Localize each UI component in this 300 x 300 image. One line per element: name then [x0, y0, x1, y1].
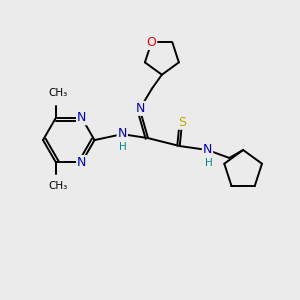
Text: N: N	[135, 102, 145, 115]
Text: S: S	[178, 116, 186, 129]
Text: CH₃: CH₃	[48, 181, 68, 191]
Text: O: O	[146, 36, 156, 49]
Text: H: H	[119, 142, 127, 152]
Text: N: N	[203, 142, 212, 155]
Text: N: N	[118, 127, 127, 140]
Text: CH₃: CH₃	[48, 88, 68, 98]
Text: N: N	[77, 111, 86, 124]
Text: H: H	[205, 158, 212, 168]
Text: N: N	[77, 156, 86, 169]
